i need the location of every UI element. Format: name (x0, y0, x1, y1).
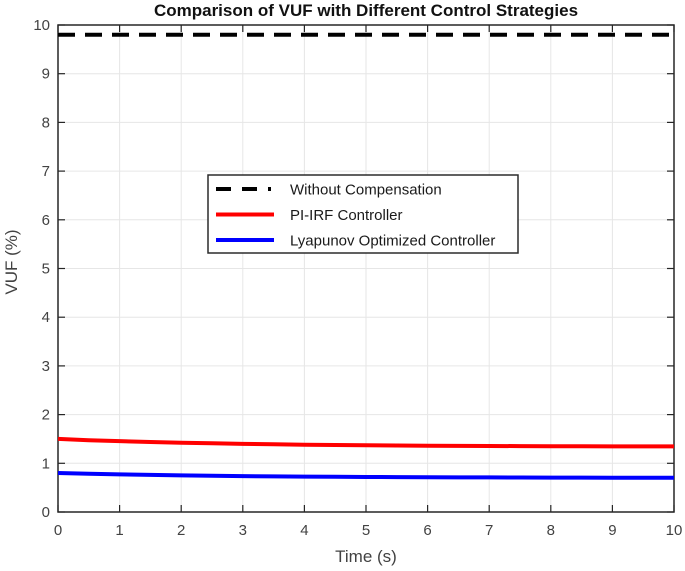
y-tick-label: 8 (42, 114, 50, 131)
plot-border (57, 24, 675, 513)
series-lines (57, 32, 674, 480)
legend-label-without-compensation: Without Compensation (290, 182, 442, 199)
y-axis-label: VUF (%) (2, 229, 21, 294)
x-tick-label: 9 (608, 522, 616, 539)
x-tick-label: 7 (485, 522, 493, 539)
y-tick-label: 10 (33, 17, 50, 34)
y-tick-label: 2 (42, 407, 50, 424)
y-tick-label: 9 (42, 66, 50, 83)
legend-item-pi-irf-controller: PI-IRF Controller (216, 207, 403, 224)
x-tick-label: 4 (300, 522, 308, 539)
y-tick-label: 6 (42, 212, 50, 229)
x-axis-label: Time (s) (335, 547, 397, 566)
y-tick-label: 0 (42, 504, 50, 521)
x-tick-label: 0 (54, 522, 62, 539)
series-line-lyapunov-optimized-controller (57, 471, 674, 480)
x-tick-label: 6 (423, 522, 431, 539)
y-tick-label: 5 (42, 261, 50, 278)
x-tick-label: 5 (362, 522, 370, 539)
legend-item-without-compensation: Without Compensation (216, 182, 442, 199)
x-tick-label: 8 (547, 522, 555, 539)
x-tick-label: 10 (666, 522, 683, 539)
legend-label-pi-irf-controller: PI-IRF Controller (290, 207, 403, 224)
chart-title: Comparison of VUF with Different Control… (154, 1, 578, 20)
x-tick-label: 3 (239, 522, 247, 539)
x-tick-label: 2 (177, 522, 185, 539)
series-line-pi-irf-controller (57, 436, 674, 449)
y-tick-label: 4 (42, 309, 50, 326)
x-tick-label: 1 (115, 522, 123, 539)
y-tick-label: 7 (42, 163, 50, 180)
y-tick-label: 3 (42, 358, 50, 375)
legend-item-lyapunov-optimized-controller: Lyapunov Optimized Controller (216, 233, 495, 250)
legend: Without Compensation PI-IRF Controller Lya… (207, 174, 519, 254)
y-tick-label: 1 (42, 455, 50, 472)
legend-label-lyapunov-optimized-controller: Lyapunov Optimized Controller (290, 233, 495, 250)
tick-labels: 0 1 2 3 4 5 6 7 8 9 10 0 1 2 3 4 5 6 7 8 9 10 (33, 17, 682, 539)
